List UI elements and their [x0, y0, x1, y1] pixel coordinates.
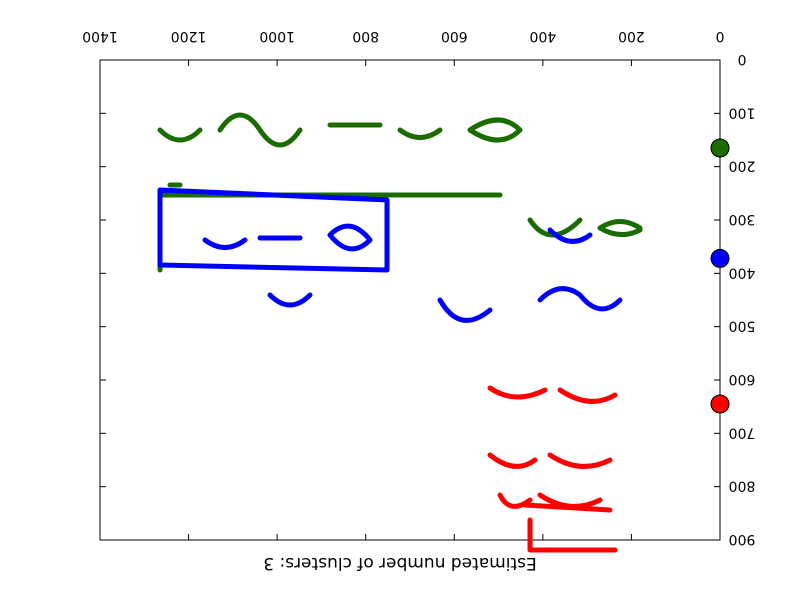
y-tick-label: 200: [729, 158, 756, 174]
red-line-3b: [497, 492, 533, 509]
red-strokes: [487, 385, 618, 553]
red-line-2b: [487, 452, 538, 469]
green-fraction-term: [597, 219, 643, 237]
points-layer: [710, 138, 730, 414]
y-tick-label: 300: [729, 211, 756, 227]
x-tick-label: 0: [716, 28, 725, 44]
x-tick-label: 1200: [171, 28, 207, 44]
blue-result: [547, 227, 593, 244]
y-tick-label: 400: [729, 264, 756, 280]
ticks-layer: [99, 59, 721, 541]
x-tick-label: 200: [618, 28, 645, 44]
y-tick-label: 600: [729, 371, 756, 387]
x-tick-label: 1400: [82, 28, 118, 44]
labels-layer: 0 200 400 600 800 1000 1200 1400 0 100 200 300 400 50…: [82, 28, 755, 547]
green-expression-2: [397, 127, 443, 140]
cluster-center-point: [710, 248, 730, 268]
x-tick-label: 1000: [259, 28, 295, 44]
y-tick-label: 100: [729, 104, 756, 120]
blue-term: [267, 292, 313, 308]
green-expression-4: [217, 112, 303, 148]
red-line-1b: [487, 385, 548, 400]
cluster-center-point: [710, 138, 730, 158]
blue-integral-2: [537, 286, 623, 312]
green-expression-5: [157, 127, 203, 143]
cluster-center-point: [710, 394, 730, 414]
blue-circle-part: [437, 297, 493, 323]
red-underline: [522, 502, 613, 513]
y-tick-label: 700: [729, 424, 756, 440]
y-tick-label: 0: [738, 51, 747, 67]
x-tick-label: 800: [352, 28, 379, 44]
x-tick-label: 600: [441, 28, 468, 44]
green-expression: [467, 117, 523, 143]
strokes-layer: [157, 112, 643, 553]
y-tick-label: 800: [729, 478, 756, 494]
y-tick-label: 900: [729, 531, 756, 547]
rotated-figure: [99, 59, 730, 553]
x-tick-label: 400: [529, 28, 556, 44]
y-tick-label: 500: [729, 318, 756, 334]
x-axis-label: Estimated number of clusters: 3: [263, 553, 536, 573]
blue-strokes: [157, 187, 623, 323]
plot-frame: [99, 59, 721, 541]
blue-integral: [327, 223, 373, 252]
red-box: [527, 517, 618, 553]
red-line-1: [557, 387, 618, 404]
red-line-2: [547, 452, 613, 469]
blue-box: [157, 187, 390, 273]
blue-fraction: [202, 237, 248, 250]
